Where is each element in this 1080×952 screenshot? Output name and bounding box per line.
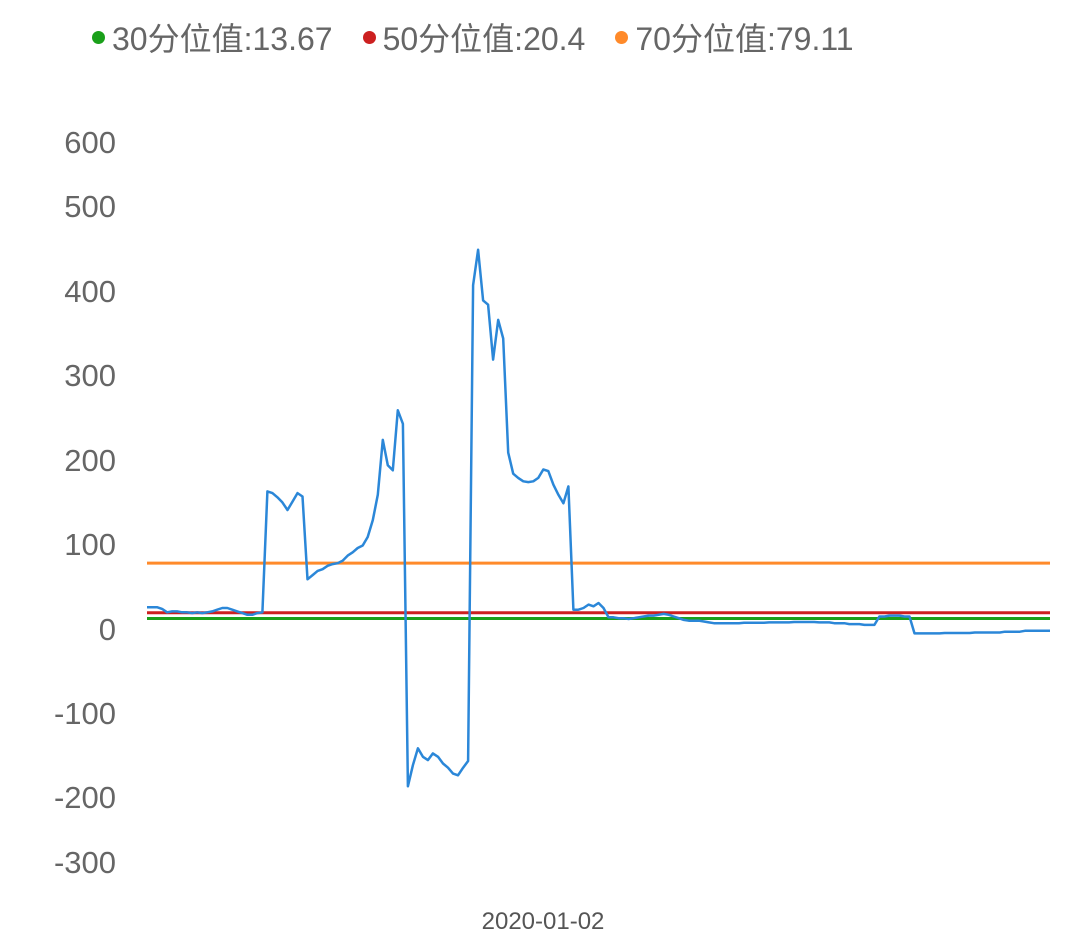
legend-dot-icon: [615, 30, 629, 44]
y-tick-label: -200: [53, 780, 116, 815]
y-tick-label: 100: [64, 527, 116, 562]
legend-dot-icon: [362, 30, 376, 44]
y-tick-label: 500: [64, 189, 116, 224]
series-line-0: [147, 248, 1050, 788]
legend-item-50[interactable]: 50分位值:20.4: [362, 14, 586, 60]
y-tick-label: -100: [53, 696, 116, 731]
y-tick-label: 400: [64, 274, 116, 309]
y-tick-label: 200: [64, 443, 116, 478]
legend-dot-icon: [92, 30, 105, 44]
legend-label: 30分位值:13.67: [112, 21, 333, 57]
y-tick-label: -300: [53, 845, 116, 880]
x-tick-label: 2020-01-02: [481, 908, 605, 935]
legend: 30分位值:13.67 50分位值:20.4 70分位值:79.11: [92, 14, 854, 60]
legend-item-70[interactable]: 70分位值:79.11: [615, 14, 854, 60]
y-tick-label: 300: [64, 358, 116, 393]
legend-label: 50分位值:20.4: [382, 21, 586, 57]
legend-label: 70分位值:79.11: [635, 21, 854, 57]
y-tick-label: 0: [98, 612, 116, 647]
legend-item-30[interactable]: 30分位值:13.67: [92, 14, 333, 60]
y-tick-label: 600: [64, 125, 116, 160]
